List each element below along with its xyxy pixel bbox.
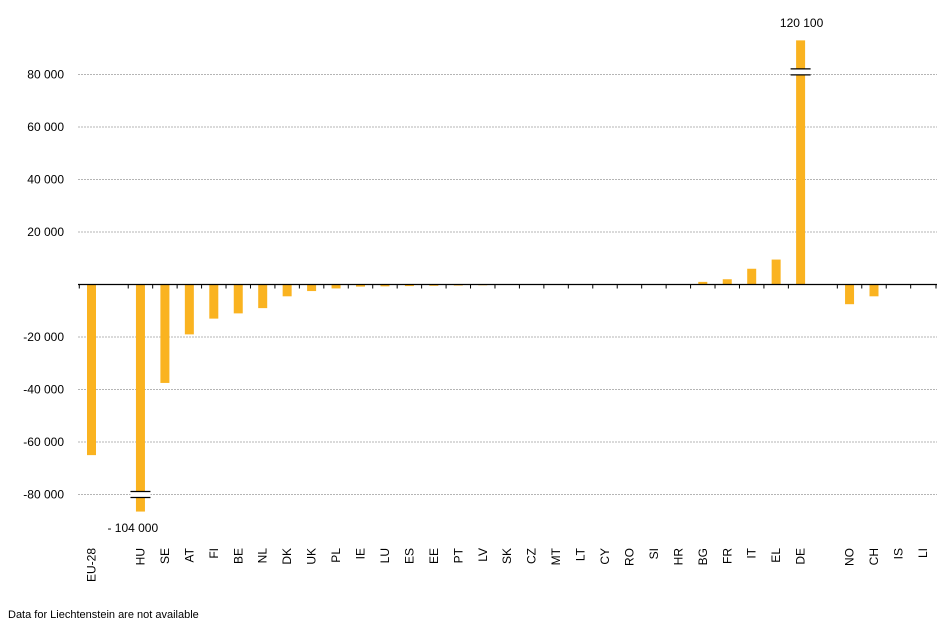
x-tick-label: HR (671, 548, 685, 566)
x-tick-label: DK (280, 548, 294, 565)
y-tick-label: -40 000 (23, 383, 64, 397)
x-tick-label: NO (843, 548, 857, 566)
break-value-label: - 104 000 (107, 521, 158, 535)
bar-DK (282, 284, 292, 297)
bar-DE (796, 40, 806, 285)
x-tick-label: HU (133, 548, 147, 565)
labels: 80 000 60 000 40 000 20 000 -20 000 -40 000 -6… (23, 16, 930, 582)
x-tick-label: IS (891, 548, 905, 559)
bar-ES (404, 284, 414, 287)
bar-LU (380, 284, 390, 287)
break-value-label: 120 100 (780, 16, 824, 30)
bar-NO (845, 284, 855, 305)
axis-break-gap (790, 68, 811, 75)
bar-FI (209, 284, 219, 319)
x-tick-label: CZ (525, 548, 539, 564)
x-tick-label: BG (696, 548, 710, 565)
bar-IT (747, 268, 757, 285)
x-tick-label: CH (867, 548, 881, 565)
bar-HU (135, 284, 145, 512)
bar-SE (160, 284, 170, 383)
axis-break-gap (130, 491, 151, 498)
x-tick-label: LT (574, 547, 588, 561)
bar-BE (233, 284, 243, 314)
footnote: Data for Liechtenstein are not available (8, 609, 199, 621)
bar-IE (356, 284, 365, 287)
x-tick-label: PL (329, 548, 343, 563)
bar-CH (869, 284, 879, 297)
bar-EU-28 (87, 284, 96, 456)
x-tick-label: LI (916, 548, 930, 558)
y-tick-label: -20 000 (23, 330, 64, 344)
x-tick-label: EU-28 (85, 548, 99, 582)
x-tick-label: IT (745, 547, 759, 558)
x-tick-label: RO (622, 548, 636, 566)
y-tick-label: 40 000 (27, 173, 64, 187)
x-tick-label: NL (256, 548, 270, 564)
x-tick-label: BE (231, 548, 245, 564)
x-tick-label: DE (794, 548, 808, 565)
bar-NL (258, 284, 268, 309)
x-tick-label: AT (182, 547, 196, 562)
y-tick-label: 20 000 (27, 225, 64, 239)
x-tick-label: ES (402, 548, 416, 564)
bars (87, 40, 879, 512)
bar-EL (771, 259, 781, 285)
x-tick-label: PT (451, 547, 465, 563)
x-tick-label: FI (207, 548, 221, 559)
bar-UK (307, 284, 317, 292)
bar-PL (331, 284, 341, 289)
gridlines (78, 74, 937, 495)
x-tick-label: SI (647, 548, 661, 559)
x-tick-label: SK (500, 548, 514, 564)
x-tick-label: SE (158, 548, 172, 564)
y-tick-label: -60 000 (23, 435, 64, 449)
bar-AT (184, 284, 194, 335)
y-tick-label: 80 000 (27, 68, 64, 82)
bar-EE (429, 284, 439, 286)
axes (78, 68, 937, 499)
x-tick-label: LU (378, 548, 392, 563)
x-tick-label: MT (549, 547, 563, 565)
x-tick-label: UK (305, 548, 319, 565)
y-tick-label: 60 000 (27, 120, 64, 134)
x-tick-label: CY (598, 548, 612, 565)
x-tick-label: LV (476, 548, 490, 562)
x-tick-label: EL (769, 548, 783, 563)
x-tick-label: EE (427, 548, 441, 564)
x-tick-label: IE (354, 548, 368, 559)
bar-BG (698, 281, 708, 285)
x-tick-label: FR (720, 548, 734, 564)
y-tick-label: -80 000 (23, 488, 64, 502)
bar-FR (722, 279, 732, 285)
